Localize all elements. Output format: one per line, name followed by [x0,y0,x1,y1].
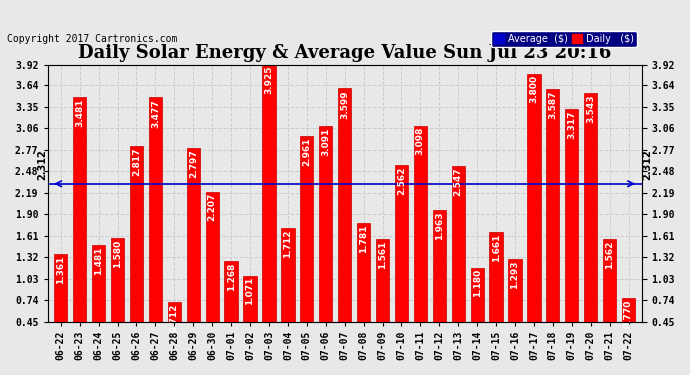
Text: 2.797: 2.797 [189,149,198,178]
Bar [546,89,560,355]
Text: 0.712: 0.712 [170,304,179,332]
Text: 2.562: 2.562 [397,167,406,195]
Text: 2.312: 2.312 [37,149,48,180]
Bar [357,223,371,355]
Text: 2.817: 2.817 [132,148,141,176]
Bar [111,238,124,355]
Bar [565,110,578,355]
Text: 3.477: 3.477 [151,99,160,128]
Bar [130,146,143,355]
Bar [300,136,313,355]
Text: 3.599: 3.599 [340,90,349,118]
Bar [244,276,257,355]
Text: 3.800: 3.800 [529,75,538,103]
Bar [224,261,238,355]
Bar [168,302,181,355]
Bar [282,228,295,355]
Text: 1.712: 1.712 [284,230,293,258]
Text: 3.098: 3.098 [416,127,425,155]
Bar [451,166,465,355]
Text: 3.317: 3.317 [567,111,576,140]
Text: 1.963: 1.963 [435,211,444,240]
Text: 3.587: 3.587 [549,91,558,119]
Bar [471,267,484,355]
Text: 2.961: 2.961 [302,137,311,166]
Text: 2.312: 2.312 [642,149,652,180]
Text: 1.561: 1.561 [378,241,387,269]
Text: 1.293: 1.293 [511,261,520,289]
Bar [319,126,333,355]
Bar [622,298,635,355]
Bar [338,88,351,355]
Bar [433,210,446,355]
Bar [92,245,106,355]
Bar [186,148,200,355]
Bar [262,64,275,355]
Text: 2.207: 2.207 [208,193,217,221]
Title: Daily Solar Energy & Average Value Sun Jul 23 20:16: Daily Solar Energy & Average Value Sun J… [78,44,611,62]
Text: 2.547: 2.547 [454,168,463,196]
Bar [489,232,503,355]
Text: 1.781: 1.781 [359,225,368,253]
Bar [603,239,616,355]
Text: 3.543: 3.543 [586,94,595,123]
Bar [54,254,68,355]
Text: 1.580: 1.580 [113,239,122,268]
Bar [395,165,408,355]
Text: 3.481: 3.481 [75,99,84,127]
Text: 1.562: 1.562 [605,241,614,269]
Bar [206,192,219,355]
Text: 1.268: 1.268 [226,262,235,291]
Text: 1.071: 1.071 [246,277,255,306]
Bar [527,74,540,355]
Text: 3.091: 3.091 [322,128,331,156]
Text: 3.925: 3.925 [264,66,273,94]
Bar [73,97,86,355]
Text: 1.661: 1.661 [491,233,500,262]
Bar [584,93,598,355]
Text: Copyright 2017 Cartronics.com: Copyright 2017 Cartronics.com [7,34,177,44]
Text: 1.481: 1.481 [94,247,103,275]
Bar [149,98,162,355]
Legend: Average  ($), Daily   ($): Average ($), Daily ($) [491,31,637,47]
Bar [376,239,389,355]
Text: 1.361: 1.361 [57,256,66,284]
Text: 1.180: 1.180 [473,269,482,297]
Bar [509,259,522,355]
Text: 0.770: 0.770 [624,299,633,328]
Bar [414,126,427,355]
